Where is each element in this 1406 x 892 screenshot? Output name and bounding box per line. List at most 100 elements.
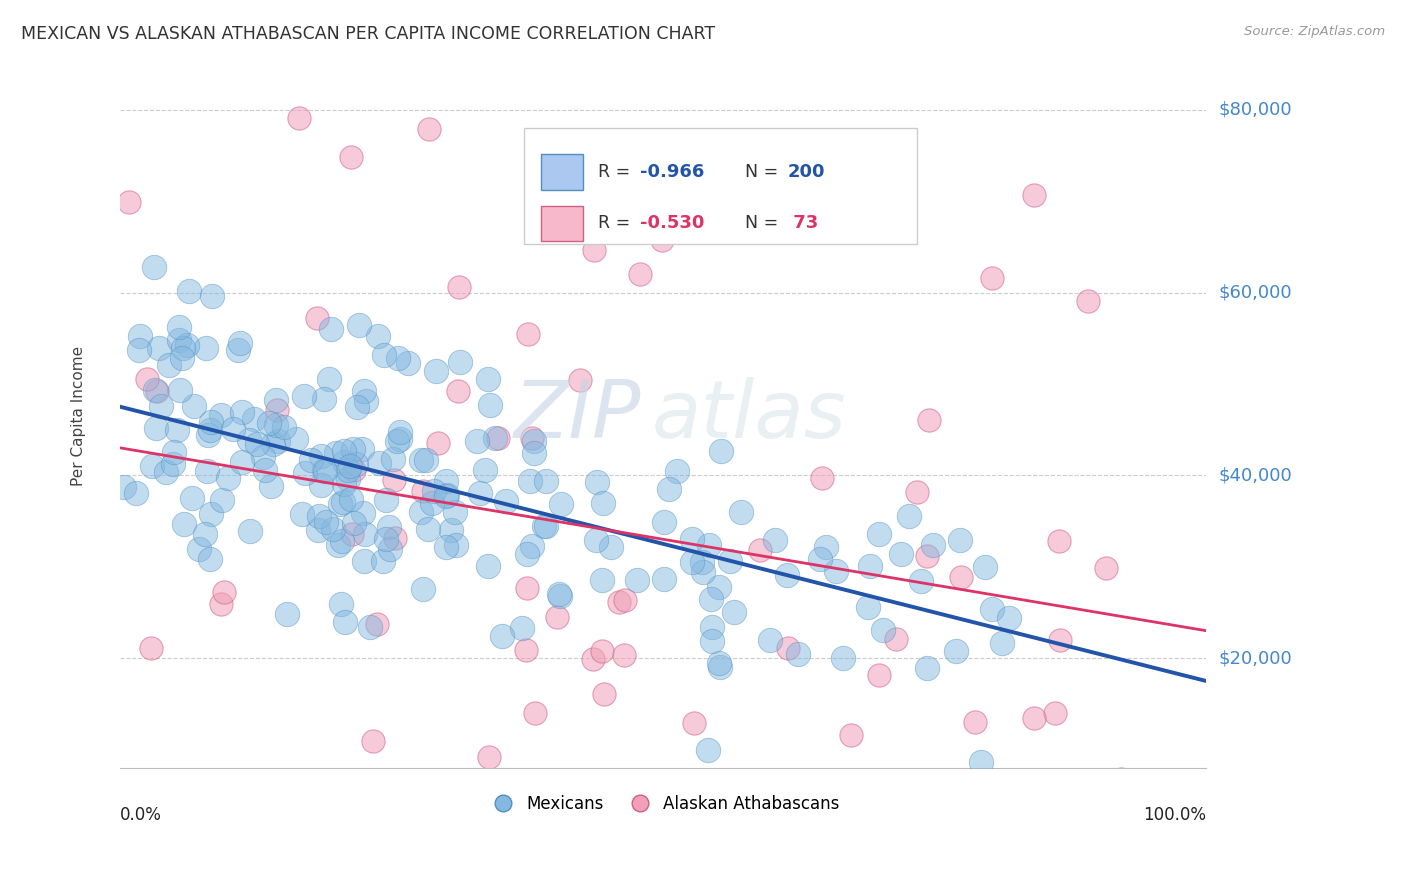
Point [592,496,614,510]
Text: atlas: atlas [652,377,846,455]
Point [222,835,245,849]
Point [709,660,731,674]
Point [510,621,533,635]
Point [169,383,191,397]
Point [1049,632,1071,647]
Point [730,505,752,519]
Point [347,318,370,333]
Point [832,651,855,665]
Point [654,515,676,529]
Point [548,589,571,603]
Point [361,734,384,748]
Point [143,383,166,397]
Point [307,523,329,537]
Point [167,772,190,787]
Point [546,610,568,624]
Point [179,285,201,299]
Point [167,320,190,334]
Point [1035,800,1057,814]
Point [582,244,605,258]
Point [839,728,862,742]
Point [322,522,344,536]
Point [342,442,364,457]
Point [436,488,458,502]
Point [697,538,720,552]
Point [266,403,288,417]
Text: Source: ZipAtlas.com: Source: ZipAtlas.com [1244,25,1385,38]
Point [519,475,541,489]
Point [591,573,613,587]
Point [377,520,399,534]
Point [1022,711,1045,725]
Point [195,464,218,478]
Point [550,497,572,511]
Point [585,533,607,547]
Point [759,633,782,648]
Point [382,473,405,487]
Point [921,538,943,552]
Point [474,463,496,477]
Point [157,358,180,372]
Point [523,434,546,448]
Point [194,526,217,541]
Point [702,633,724,648]
Point [859,559,882,574]
Point [136,843,159,857]
Point [333,615,356,629]
Point [325,446,347,460]
Point [585,475,607,490]
Point [468,486,491,500]
Point [136,372,159,386]
Point [478,750,501,764]
Point [273,419,295,434]
Point [808,552,831,566]
Point [569,373,592,387]
Point [776,640,799,655]
Point [1077,293,1099,308]
Point [375,493,398,508]
Point [238,433,260,447]
Point [226,343,249,357]
Point [763,533,786,547]
Point [212,585,235,599]
Point [787,648,810,662]
Point [409,452,432,467]
Point [229,335,252,350]
Point [209,408,232,422]
Point [613,648,636,663]
Point [367,329,389,343]
Point [343,516,366,530]
Point [465,434,488,448]
Point [897,509,920,524]
Point [420,496,443,510]
Point [815,540,838,554]
Text: 100.0%: 100.0% [1143,806,1206,824]
Point [231,455,253,469]
Text: $60,000: $60,000 [1219,284,1292,301]
Point [367,456,389,470]
Point [276,607,298,622]
Text: R =: R = [598,163,636,181]
Point [484,431,506,445]
Point [333,455,356,469]
Point [375,533,398,547]
Point [718,554,741,568]
Point [707,656,730,670]
Point [516,327,538,342]
Point [209,597,232,611]
Point [449,355,471,369]
Point [352,506,374,520]
Point [344,457,367,471]
Point [1011,833,1033,847]
Point [330,534,353,549]
Point [309,449,332,463]
Point [981,602,1004,616]
Point [346,401,368,415]
Point [749,542,772,557]
Point [354,394,377,409]
Point [294,466,316,480]
Point [195,341,218,355]
Point [654,572,676,586]
Point [330,597,353,611]
Point [148,341,170,355]
